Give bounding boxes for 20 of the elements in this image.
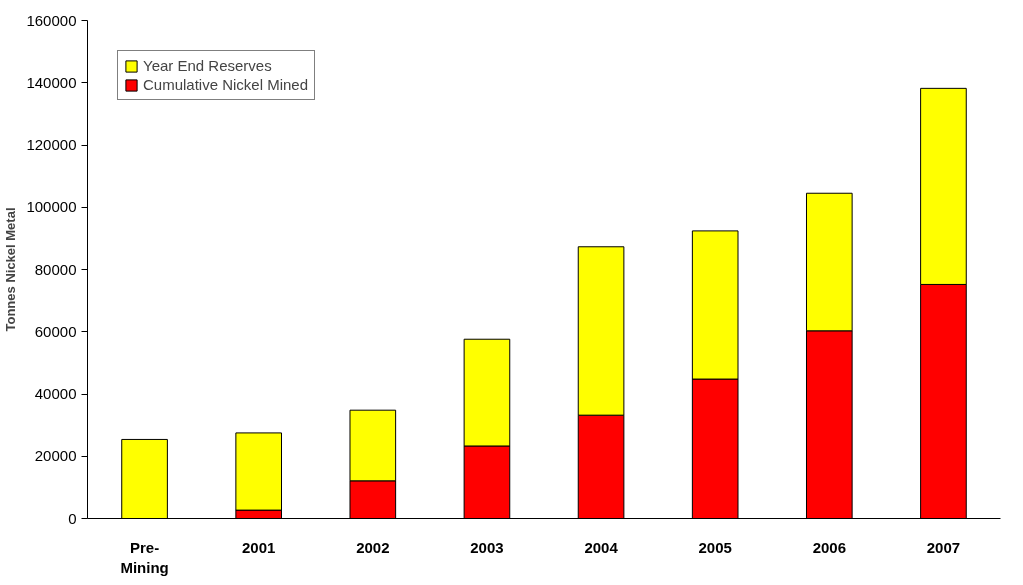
y-tick-label: 40000 xyxy=(34,385,77,402)
x-tick-label: 2007 xyxy=(926,538,961,556)
y-tick-label: 20000 xyxy=(34,447,77,465)
y-tick-label: 0 xyxy=(68,509,77,527)
y-tick-label: 160000 xyxy=(26,11,77,29)
x-tick-label: 2005 xyxy=(698,538,732,556)
legend-label: Cumulative Nickel Mined xyxy=(143,76,309,93)
x-tick-label: 2002 xyxy=(356,538,390,556)
y-tick-label: 140000 xyxy=(26,73,77,91)
x-tick-label: 2006 xyxy=(812,538,846,556)
x-tick-label: 2004 xyxy=(584,538,619,556)
y-tick-label: 60000 xyxy=(34,322,77,340)
y-tick-label: 100000 xyxy=(26,198,77,216)
y-tick-label: 80000 xyxy=(34,260,77,278)
x-tick-label: 2001 xyxy=(242,538,276,556)
legend-label: Year End Reserves xyxy=(143,57,272,74)
x-tick-label: Pre- Mining xyxy=(120,538,169,576)
y-axis-title: Tonnes Nickel Metal xyxy=(3,207,19,332)
x-tick-label: 2003 xyxy=(470,538,504,556)
y-tick-label: 120000 xyxy=(26,136,77,153)
